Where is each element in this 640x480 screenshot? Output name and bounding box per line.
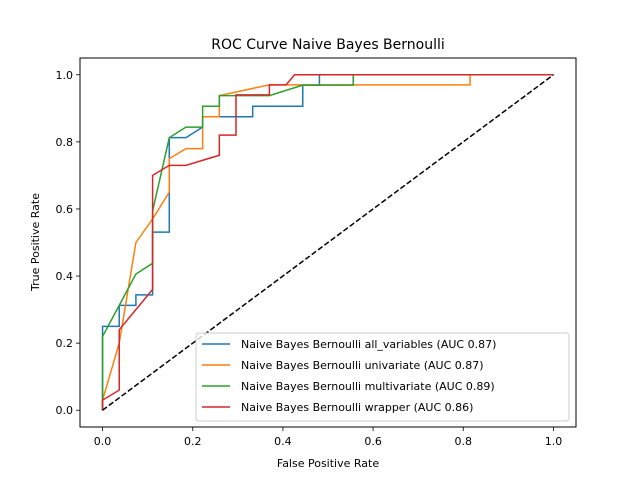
- x-tick-label: 0.8: [455, 435, 473, 448]
- legend-label-4: Naive Bayes Bernoulli wrapper (AUC 0.86): [241, 401, 473, 414]
- legend-box: [195, 332, 570, 422]
- x-tick-label: 0.6: [364, 435, 382, 448]
- legend-label-2: Naive Bayes Bernoulli univariate (AUC 0.…: [241, 359, 484, 372]
- legend-label-3: Naive Bayes Bernoulli multivariate (AUC …: [241, 380, 495, 393]
- y-tick-label: 0.6: [56, 203, 74, 216]
- series-line-3: [101, 74, 554, 411]
- x-axis-ticks: 0.0 0.2 0.4 0.6 0.8 1.0: [94, 427, 562, 448]
- series-line-4: [101, 74, 554, 411]
- axes-frame: [79, 57, 577, 428]
- y-tick-label: 1.0: [56, 69, 74, 82]
- legend-label-1: Naive Bayes Bernoulli all_variables (AUC…: [241, 338, 496, 351]
- y-tick-label: 0.8: [56, 136, 74, 149]
- legend: Naive Bayes Bernoulli all_variables (AUC…: [195, 332, 570, 422]
- y-axis-ticks: 0.0 0.2 0.4 0.6 0.8 1.0: [56, 69, 80, 417]
- y-tick-label: 0.2: [56, 337, 74, 350]
- x-tick-label: 0.0: [94, 435, 112, 448]
- chart-title: ROC Curve Naive Bayes Bernoulli: [211, 37, 445, 53]
- x-tick-label: 0.4: [274, 435, 292, 448]
- y-tick-label: 0.0: [56, 404, 74, 417]
- series-line-2: [101, 74, 554, 411]
- x-axis-label: False Positive Rate: [277, 457, 379, 470]
- y-tick-label: 0.4: [56, 270, 74, 283]
- series-line-1: [101, 74, 554, 411]
- plot-lines: [101, 74, 554, 411]
- y-axis-label: True Positive Rate: [29, 193, 42, 292]
- x-tick-label: 0.2: [184, 435, 202, 448]
- diagonal-reference-line: [102, 74, 554, 411]
- x-tick-label: 1.0: [545, 435, 563, 448]
